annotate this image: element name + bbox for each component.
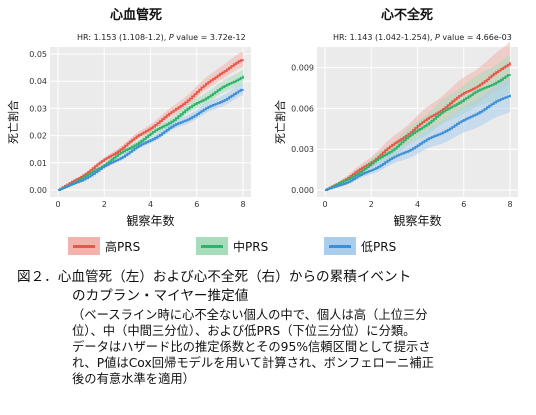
y-tick-label: 0.04 — [29, 77, 47, 86]
y-tick-label: 0.02 — [29, 132, 47, 141]
stat-p-value: value = 4.66e-03 — [439, 33, 512, 42]
x-tick-label: 6 — [194, 200, 199, 209]
y-tick-label: 0.000 — [291, 186, 314, 195]
caption-note-line: れ、P値はCox回帰モデルを用いて計算され、ボンフェローニ補正 — [72, 356, 434, 370]
legend-swatch-mid — [196, 237, 228, 255]
series-line — [58, 88, 244, 191]
x-tick-label: 2 — [369, 200, 374, 209]
caption-note: （ベースライン時に心不全ない個人の中で、個人は高（上位三分 位）、中（中間三分位… — [17, 307, 529, 387]
x-tick-label: 0 — [55, 200, 60, 209]
y-axis-label: 死亡割合 — [273, 100, 287, 144]
caption-line-1: 図２．心血管死（左）および心不全死（右）からの累積イベント — [17, 269, 412, 285]
y-tick-label: 0.01 — [29, 159, 47, 168]
x-tick-label: 6 — [461, 200, 466, 209]
series-line — [58, 59, 244, 191]
legend-item-high: 高PRS — [68, 237, 140, 255]
ci-band — [325, 55, 510, 191]
caption-note-line: 位）、中（中間三分位）、および低PRS（下位三分位）に分類。 — [72, 324, 416, 338]
x-tick-label: 4 — [148, 200, 153, 209]
ci-band — [58, 51, 243, 190]
ci-band — [58, 68, 243, 190]
series-line — [325, 74, 511, 191]
x-tick-label: 0 — [322, 200, 327, 209]
y-tick-label: 0.03 — [29, 104, 47, 113]
legend-item-low: 低PRS — [324, 237, 396, 255]
ci-band — [325, 41, 510, 191]
ci-band — [58, 83, 243, 190]
ci-band — [325, 77, 510, 190]
y-tick-label: 0.00 — [29, 186, 47, 195]
series-line — [325, 62, 511, 191]
legend-swatch-low — [324, 237, 356, 255]
y-tick-label: 0.006 — [291, 104, 314, 113]
y-axis-label: 死亡割合 — [6, 100, 20, 144]
panel-stat-left: HR: 1.153 (1.108-1.2), P value = 3.72e-1… — [77, 33, 246, 42]
x-tick-label: 4 — [415, 200, 420, 209]
stat-p-symbol: P — [435, 33, 440, 42]
legend-item-mid: 中PRS — [196, 237, 268, 255]
legend: 高PRS 中PRS 低PRS — [0, 237, 536, 259]
series-line — [325, 94, 511, 191]
y-tick-label: 0.003 — [291, 145, 314, 154]
panel-stat-right: HR: 1.143 (1.042-1.254), P value = 4.66e… — [333, 33, 512, 42]
stat-p-symbol: P — [168, 33, 174, 42]
panel-title-right: 心不全死 — [381, 8, 434, 23]
x-tick-label: 8 — [507, 200, 512, 209]
legend-line-low — [329, 245, 351, 248]
x-axis-label: 観察年数 — [393, 213, 441, 228]
legend-line-mid — [201, 245, 223, 248]
legend-line-high — [73, 245, 95, 248]
caption-note-line: 後の有意水準を適用） — [72, 372, 195, 386]
legend-swatch-high — [68, 237, 100, 255]
y-tick-label: 0.05 — [29, 50, 47, 59]
caption-line-2: のカプラン・マイヤー推定値 — [72, 288, 249, 304]
stat-hr-text: HR: 1.153 (1.108-1.2), — [77, 33, 169, 42]
stat-hr-text: HR: 1.143 (1.042-1.254), — [333, 33, 436, 42]
x-tick-label: 8 — [240, 200, 245, 209]
stat-p-value: value = 3.72e-12 — [173, 33, 246, 42]
x-axis-label: 観察年数 — [126, 213, 174, 228]
charts-canvas: 0.00 0.01 0.02 0.03 0.04 0.05 0 2 4 6 8 観察年数 死亡割合 0.0… — [6, 41, 518, 228]
y-tick-label: 0.009 — [291, 64, 314, 73]
figure-caption: 図２．心血管死（左）および心不全死（右）からの累積イベント のカプラン・マイヤー… — [17, 268, 529, 387]
x-tick-label: 2 — [102, 200, 107, 209]
caption-note-line: データはハザード比の推定係数とその95%信頼区間として提示さ — [72, 340, 431, 354]
legend-label-high: 高PRS — [105, 239, 141, 254]
series-line — [58, 75, 244, 191]
caption-note-line: （ベースライン時に心不全ない個人の中で、個人は高（上位三分 — [72, 308, 428, 322]
legend-label-low: 低PRS — [361, 239, 397, 254]
panel-title-left: 心血管死 — [110, 8, 163, 23]
legend-label-mid: 中PRS — [233, 239, 269, 254]
